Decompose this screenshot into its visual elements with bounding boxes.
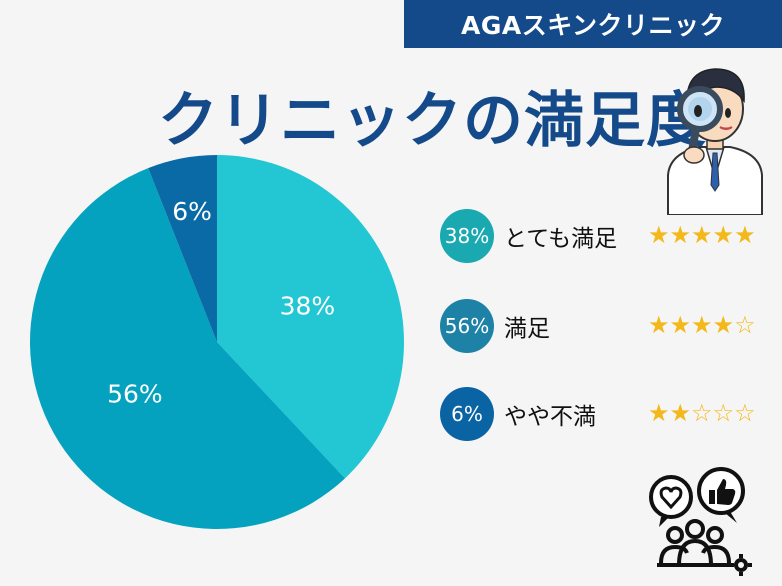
legend-item-slightly-dissatisfied: 6% やや不満 ★★☆☆☆ bbox=[440, 386, 770, 442]
star-filled-icon: ★ bbox=[669, 399, 692, 427]
star-empty-icon: ☆ bbox=[734, 311, 756, 339]
legend-badge: 6% bbox=[440, 387, 494, 441]
legend-label: やや不満 bbox=[504, 404, 596, 430]
star-filled-icon: ★ bbox=[648, 221, 670, 249]
star-rating: ★★☆☆☆ bbox=[648, 399, 756, 427]
star-filled-icon: ★ bbox=[648, 311, 670, 339]
brand-name: AGAスキンクリニック bbox=[461, 11, 725, 40]
star-rating: ★★★★★ bbox=[648, 221, 756, 249]
star-filled-icon: ★ bbox=[648, 399, 670, 427]
community-feedback-icon bbox=[649, 467, 752, 576]
page-title: クリニックの満足度 bbox=[158, 86, 707, 156]
star-filled-icon: ★ bbox=[669, 221, 692, 249]
star-filled-icon: ★ bbox=[691, 221, 713, 249]
star-filled-icon: ★ bbox=[712, 311, 735, 339]
legend-badge: 38% bbox=[440, 209, 494, 263]
star-empty-icon: ☆ bbox=[712, 399, 735, 427]
star-filled-icon: ★ bbox=[734, 221, 756, 249]
pie-slice-2 bbox=[148, 155, 217, 342]
doctor-with-magnifier-icon bbox=[667, 68, 763, 215]
legend-label: とても満足 bbox=[504, 226, 618, 252]
star-filled-icon: ★ bbox=[669, 311, 692, 339]
star-filled-icon: ★ bbox=[691, 311, 713, 339]
star-empty-icon: ☆ bbox=[691, 399, 713, 427]
legend-item-very-satisfied: 38% とても満足 ★★★★★ bbox=[440, 208, 770, 264]
star-empty-icon: ☆ bbox=[734, 399, 756, 427]
legend-item-satisfied: 56% 満足 ★★★★☆ bbox=[440, 298, 770, 354]
pie-slice-1 bbox=[29, 168, 346, 530]
star-filled-icon: ★ bbox=[712, 221, 735, 249]
pie-label-2: 6% bbox=[172, 197, 212, 226]
pie-label-0: 38% bbox=[280, 292, 336, 321]
star-rating: ★★★★☆ bbox=[648, 311, 756, 339]
brand-banner: AGAスキンクリニック bbox=[404, 0, 782, 48]
legend-label: 満足 bbox=[504, 316, 550, 342]
pie-label-1: 56% bbox=[107, 380, 163, 409]
legend-badge: 56% bbox=[440, 299, 494, 353]
pie-slice-0 bbox=[217, 155, 404, 479]
